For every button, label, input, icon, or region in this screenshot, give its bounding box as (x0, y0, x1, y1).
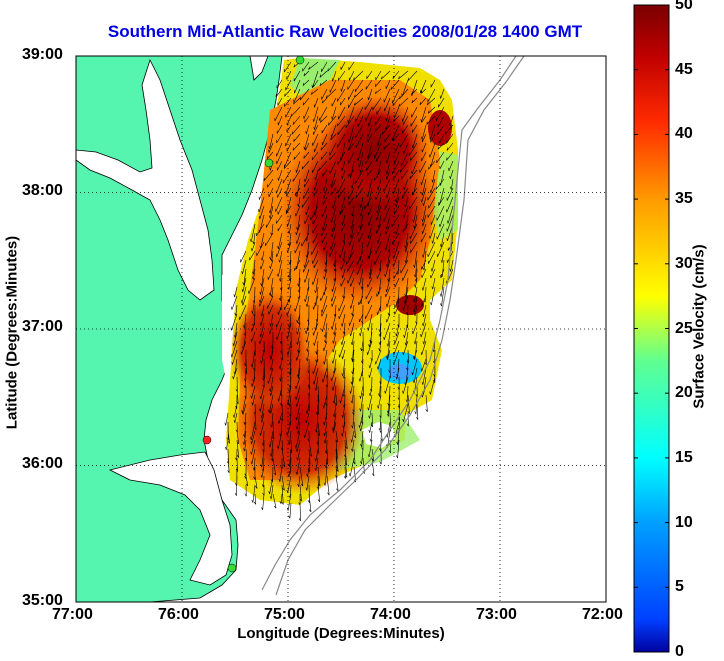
colorbar-tick-label: 35 (675, 190, 693, 208)
x-axis-label: Longitude (Degrees:Minutes) (237, 625, 445, 642)
y-tick-label: 35:00 (22, 592, 63, 609)
delaware-bay (249, 56, 269, 81)
x-tick-label: 72:00 (582, 606, 623, 623)
station-marker-3 (202, 435, 212, 445)
station-marker-1 (295, 56, 305, 65)
velocity-core-ne (428, 110, 452, 146)
y-tick-label: 38:00 (22, 182, 63, 199)
colorbar-tick-label: 15 (675, 448, 693, 466)
plot-frame (75, 55, 607, 603)
colorbar-tick-label: 5 (675, 578, 684, 596)
colorbar-tick-label: 10 (675, 513, 693, 531)
bathymetry-contour-2 (275, 56, 525, 596)
colorbar-tick-label: 30 (675, 254, 693, 272)
velocity-arrows (224, 61, 454, 522)
y-tick-label: 36:00 (22, 455, 63, 472)
velocity-core-mid (230, 290, 310, 410)
y-tick-label: 39:00 (22, 46, 63, 63)
bathymetry-contour-1 (261, 56, 517, 591)
colorbar-ticks (634, 4, 669, 653)
colorbar-tick-label: 40 (675, 125, 693, 143)
colorbar-tick-label: 50 (675, 0, 693, 13)
velocity-arrow-set (224, 61, 454, 522)
colorbar-label: Surface Velocity (cm/s) (690, 244, 708, 409)
station-marker-4 (227, 563, 237, 573)
x-tick-label: 74:00 (370, 606, 411, 623)
colorbar (633, 4, 670, 653)
pamlico-sound (108, 451, 233, 586)
y-axis-label: Latitude (Degrees:Minutes) (3, 235, 21, 430)
figure-title: Southern Mid-Atlantic Raw Velocities 200… (107, 22, 583, 41)
colorbar-tick-label: 25 (675, 319, 693, 337)
grid-lines (76, 56, 606, 602)
colorbar-tick-label: 20 (675, 384, 693, 402)
x-tick-label: 76:00 (158, 606, 199, 623)
x-tick-label: 73:00 (476, 606, 517, 623)
x-tick-label: 75:00 (264, 606, 305, 623)
chesapeake-bay (76, 58, 215, 301)
colorbar-tick-label: 0 (675, 643, 684, 660)
x-tick-label: 77:00 (52, 606, 93, 623)
velocity-core-e (396, 295, 424, 315)
y-tick-label: 37:00 (22, 318, 63, 335)
velocity-low-core (388, 364, 412, 380)
velocity-field-green (290, 58, 340, 95)
velocity-core-north-2 (320, 95, 430, 205)
station-marker-2 (264, 158, 274, 168)
colorbar-tick-label: 45 (675, 60, 693, 78)
